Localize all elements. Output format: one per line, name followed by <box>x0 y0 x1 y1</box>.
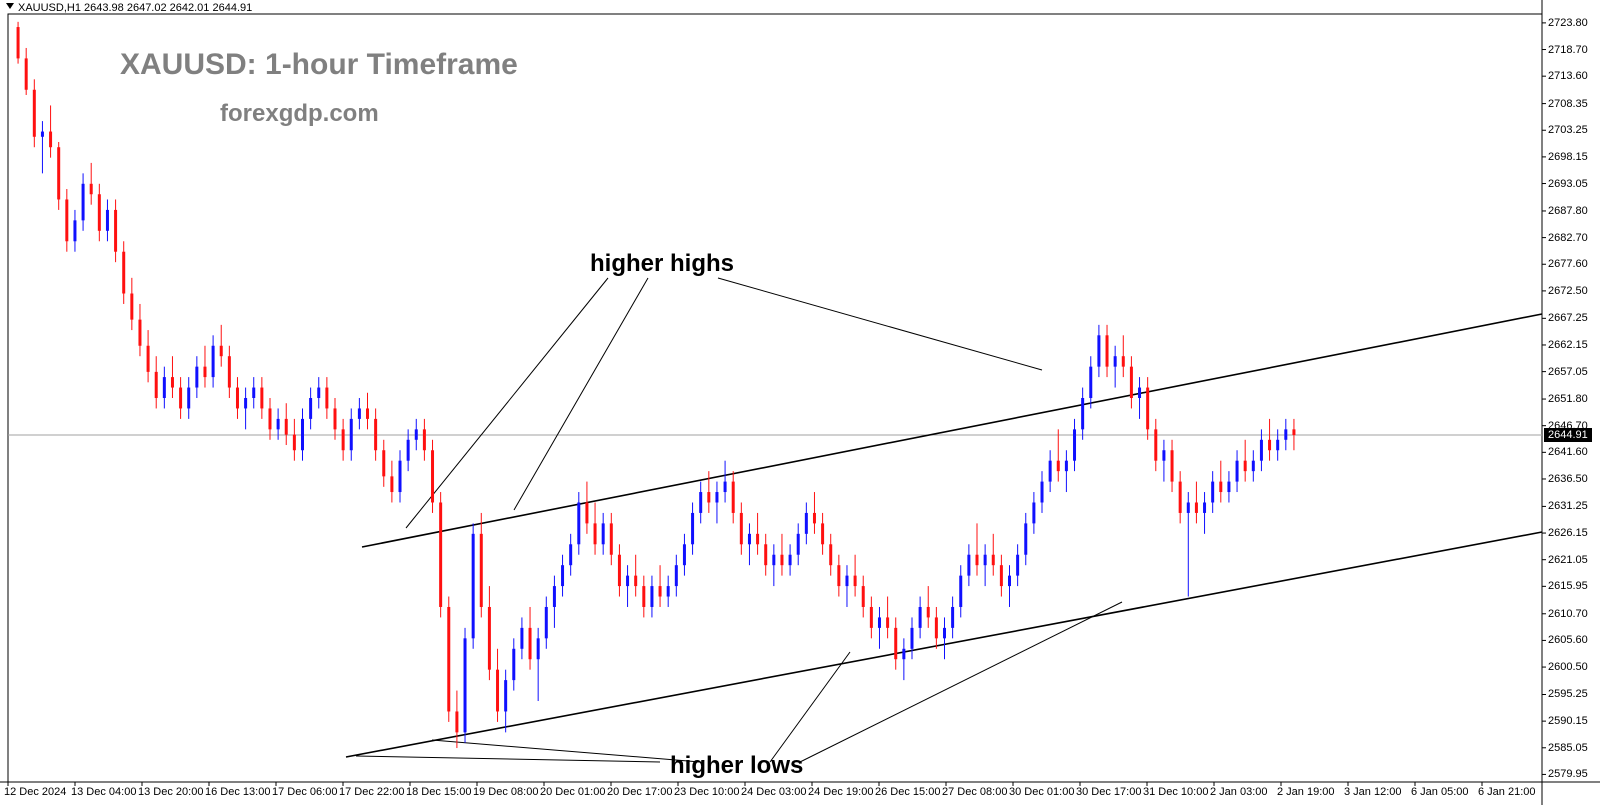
y-tick-label: 2636.50 <box>1548 473 1588 485</box>
y-tick-label: 2667.25 <box>1548 312 1588 324</box>
y-tick-label: 2579.95 <box>1548 768 1588 780</box>
y-tick-label: 2657.05 <box>1548 366 1588 378</box>
x-tick-label: 6 Jan 05:00 <box>1411 786 1469 798</box>
y-tick-label: 2708.35 <box>1548 98 1588 110</box>
y-tick-label: 2631.25 <box>1548 500 1588 512</box>
y-tick-label: 2610.70 <box>1548 608 1588 620</box>
y-tick-label: 2590.15 <box>1548 715 1588 727</box>
last-price-tag: 2644.91 <box>1544 428 1592 442</box>
x-tick-label: 18 Dec 15:00 <box>406 786 471 798</box>
y-tick-label: 2626.15 <box>1548 527 1588 539</box>
x-tick-label: 20 Dec 01:00 <box>540 786 605 798</box>
y-tick-label: 2723.80 <box>1548 17 1588 29</box>
x-tick-label: 30 Dec 01:00 <box>1009 786 1074 798</box>
x-tick-label: 3 Jan 12:00 <box>1344 786 1402 798</box>
y-tick-label: 2600.50 <box>1548 661 1588 673</box>
x-tick-label: 19 Dec 08:00 <box>473 786 538 798</box>
y-tick-label: 2703.25 <box>1548 124 1588 136</box>
x-tick-label: 23 Dec 10:00 <box>674 786 739 798</box>
x-tick-label: 26 Dec 15:00 <box>875 786 940 798</box>
y-tick-label: 2682.70 <box>1548 232 1588 244</box>
y-tick-label: 2651.80 <box>1548 393 1588 405</box>
y-tick-label: 2677.60 <box>1548 258 1588 270</box>
y-tick-label: 2595.25 <box>1548 688 1588 700</box>
y-tick-label: 2585.05 <box>1548 742 1588 754</box>
x-tick-label: 13 Dec 04:00 <box>71 786 136 798</box>
x-tick-label: 6 Jan 21:00 <box>1478 786 1536 798</box>
x-tick-label: 24 Dec 03:00 <box>741 786 806 798</box>
x-tick-label: 27 Dec 08:00 <box>942 786 1007 798</box>
x-tick-label: 2 Jan 19:00 <box>1277 786 1335 798</box>
x-tick-label: 20 Dec 17:00 <box>607 786 672 798</box>
y-tick-label: 2713.60 <box>1548 70 1588 82</box>
y-tick-label: 2605.60 <box>1548 634 1588 646</box>
x-tick-label: 30 Dec 17:00 <box>1076 786 1141 798</box>
y-tick-label: 2693.05 <box>1548 178 1588 190</box>
x-tick-label: 12 Dec 2024 <box>4 786 66 798</box>
y-tick-label: 2615.95 <box>1548 580 1588 592</box>
x-tick-label: 2 Jan 03:00 <box>1210 786 1268 798</box>
y-tick-label: 2621.05 <box>1548 554 1588 566</box>
x-tick-label: 13 Dec 20:00 <box>138 786 203 798</box>
x-tick-label: 17 Dec 06:00 <box>272 786 337 798</box>
x-tick-label: 17 Dec 22:00 <box>339 786 404 798</box>
x-tick-label: 16 Dec 13:00 <box>205 786 270 798</box>
x-tick-label: 31 Dec 10:00 <box>1143 786 1208 798</box>
y-tick-label: 2718.70 <box>1548 44 1588 56</box>
chart-container: XAUUSD,H1 2643.98 2647.02 2642.01 2644.9… <box>0 0 1600 805</box>
y-tick-label: 2672.50 <box>1548 285 1588 297</box>
price-chart <box>0 0 1600 805</box>
y-tick-label: 2698.15 <box>1548 151 1588 163</box>
x-tick-label: 24 Dec 19:00 <box>808 786 873 798</box>
y-tick-label: 2662.15 <box>1548 339 1588 351</box>
y-tick-label: 2641.60 <box>1548 446 1588 458</box>
y-tick-label: 2687.80 <box>1548 205 1588 217</box>
